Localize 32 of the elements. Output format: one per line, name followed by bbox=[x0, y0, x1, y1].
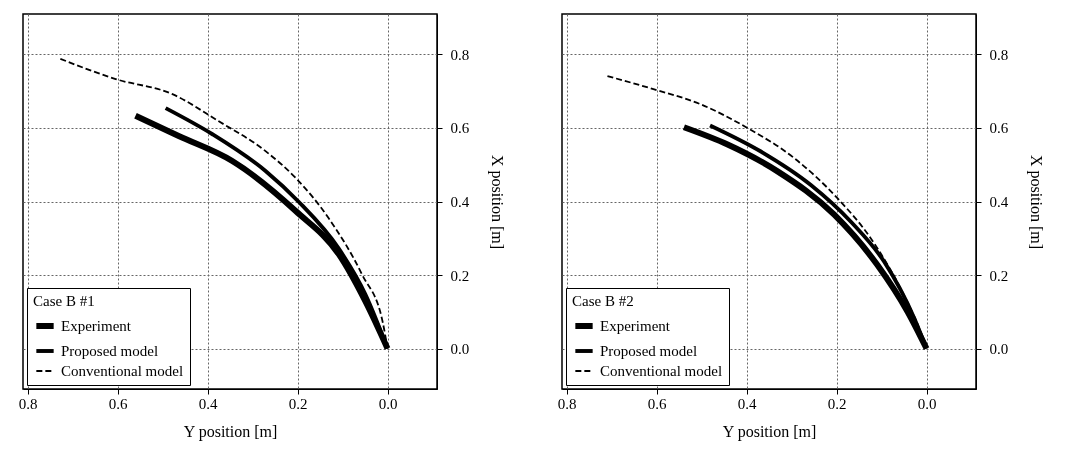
x-axis-title: Y position [m] bbox=[722, 422, 817, 441]
y-tick-label: 0.6 bbox=[450, 120, 470, 137]
y-tick-label: 0.6 bbox=[989, 120, 1009, 137]
x-axis-title: Y position [m] bbox=[183, 422, 278, 441]
legend-label: Conventional model bbox=[61, 363, 184, 379]
x-tick-label: 0.4 bbox=[737, 395, 757, 412]
legend-label: Experiment bbox=[600, 318, 671, 334]
x-tick-label: 0.8 bbox=[557, 395, 577, 412]
y-tick-label: 0.8 bbox=[989, 46, 1009, 63]
x-tick-label: 0.6 bbox=[108, 395, 128, 412]
legend-title: Case B #2 bbox=[572, 293, 634, 309]
legend-label: Proposed model bbox=[600, 343, 698, 359]
y-tick-label: 0.2 bbox=[450, 267, 470, 284]
x-tick-label: 0.6 bbox=[647, 395, 667, 412]
y-tick-label: 0.0 bbox=[450, 341, 470, 358]
x-tick-label: 0.8 bbox=[18, 395, 38, 412]
x-tick-label: 0.0 bbox=[917, 395, 937, 412]
y-axis-title: X position [m] bbox=[1027, 154, 1046, 250]
x-tick-label: 0.2 bbox=[827, 395, 847, 412]
legend-title: Case B #1 bbox=[33, 293, 95, 309]
legend-label: Experiment bbox=[61, 318, 132, 334]
y-axis-title: X position [m] bbox=[488, 154, 507, 250]
legend-label: Proposed model bbox=[61, 343, 159, 359]
x-tick-label: 0.4 bbox=[198, 395, 218, 412]
x-tick-label: 0.0 bbox=[378, 395, 398, 412]
x-tick-label: 0.2 bbox=[288, 395, 308, 412]
y-tick-label: 0.2 bbox=[989, 267, 1009, 284]
y-tick-label: 0.8 bbox=[450, 46, 470, 63]
y-tick-label: 0.0 bbox=[989, 341, 1009, 358]
legend-label: Conventional model bbox=[600, 363, 723, 379]
y-tick-label: 0.4 bbox=[450, 194, 470, 210]
y-tick-label: 0.4 bbox=[989, 194, 1009, 210]
